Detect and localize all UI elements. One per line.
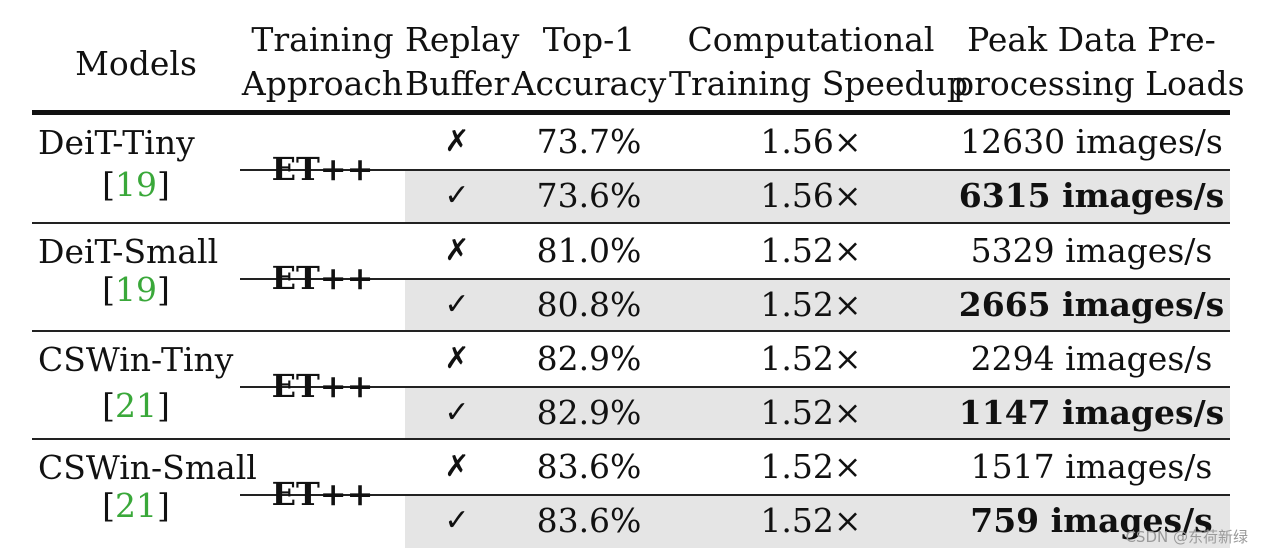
table-row: ✗ 82.9% 1.52× 2294 images/s: [405, 332, 1230, 386]
header-models: Models: [32, 18, 240, 110]
table-row: ✓ 82.9% 1.52× 1147 images/s: [405, 386, 1230, 440]
group-cswin-tiny: CSWin-Tiny [21] ET++ ✗ 82.9% 1.52× 2294 …: [32, 332, 1230, 440]
header-loads-line1: Peak Data Pre-: [967, 20, 1216, 59]
replay-buffer-cross: ✗: [444, 341, 470, 376]
row-shading: [405, 279, 1230, 332]
group-deit-tiny: DeiT-Tiny [19] ET++ ✗ 73.7% 1.56× 12630 …: [32, 115, 1230, 223]
loads-cell: 2665 images/s: [958, 285, 1225, 324]
row-shading: [405, 170, 1230, 223]
model-citation: [19]: [102, 165, 170, 204]
watermark: CSDN @东荷新绿: [1125, 528, 1248, 546]
row-divider: [240, 278, 1230, 280]
speedup-cell: 1.52×: [760, 231, 862, 270]
model-citation: [19]: [102, 270, 170, 309]
speedup-cell: 1.52×: [760, 393, 862, 432]
accuracy-cell: 81.0%: [536, 231, 642, 270]
accuracy-cell: 83.6%: [536, 501, 642, 540]
header-approach: Training Approach: [240, 18, 405, 110]
speedup-cell: 1.52×: [760, 447, 862, 486]
loads-cell: 5329 images/s: [970, 231, 1213, 270]
header-loads: Peak Data Pre- processing Loads: [953, 18, 1245, 110]
replay-buffer-cross: ✗: [444, 233, 470, 268]
loads-cell: 1517 images/s: [970, 447, 1213, 486]
accuracy-cell: 73.7%: [536, 122, 642, 161]
accuracy-cell: 82.9%: [536, 393, 642, 432]
row-shading: [405, 495, 1230, 548]
replay-buffer-cross: ✗: [444, 124, 470, 159]
model-cell: DeiT-Small [19]: [32, 224, 240, 332]
header-speedup-line1: Computational: [687, 20, 935, 59]
replay-buffer-check: ✓: [444, 178, 470, 213]
speedup-cell: 1.52×: [760, 501, 862, 540]
model-citation: [21]: [102, 386, 170, 425]
training-approach: ET++: [271, 259, 374, 297]
results-table: Models Training Approach Replay Buffer T…: [32, 0, 1245, 553]
group-divider: [32, 222, 1230, 224]
table-row: ✓ 73.6% 1.56× 6315 images/s: [405, 169, 1230, 223]
row-divider: [240, 386, 1230, 388]
header-loads-line2: processing Loads: [953, 64, 1245, 103]
replay-buffer-check: ✓: [444, 395, 470, 430]
header-buffer-line2: Buffer: [405, 64, 510, 103]
speedup-cell: 1.52×: [760, 339, 862, 378]
header-accuracy-line1: Top-1: [542, 20, 636, 59]
replay-buffer-check: ✓: [444, 287, 470, 322]
model-name: DeiT-Tiny: [38, 123, 195, 162]
replay-buffer-check: ✓: [444, 503, 470, 538]
model-name: CSWin-Tiny: [38, 340, 234, 379]
table-row: ✗ 81.0% 1.52× 5329 images/s: [405, 224, 1230, 278]
training-approach: ET++: [271, 367, 374, 405]
accuracy-cell: 82.9%: [536, 339, 642, 378]
table-row: ✓ 80.8% 1.52× 2665 images/s: [405, 278, 1230, 332]
group-deit-small: DeiT-Small [19] ET++ ✗ 81.0% 1.52× 5329 …: [32, 224, 1230, 332]
model-cell: CSWin-Tiny [21]: [32, 332, 240, 440]
table-row: ✗ 83.6% 1.52× 1517 images/s: [405, 440, 1230, 494]
speedup-cell: 1.52×: [760, 285, 862, 324]
loads-cell: 6315 images/s: [958, 176, 1225, 215]
model-cell: DeiT-Tiny [19]: [32, 115, 240, 223]
loads-cell: 1147 images/s: [958, 393, 1225, 432]
speedup-cell: 1.56×: [760, 176, 862, 215]
header-approach-line1: Training: [251, 20, 394, 59]
group-cswin-small: CSWin-Small [21] ET++ ✗ 83.6% 1.52× 1517…: [32, 440, 1230, 548]
header-accuracy: Top-1 Accuracy: [509, 18, 669, 110]
header-approach-line2: Approach: [241, 64, 404, 103]
header-buffer: Replay Buffer: [405, 18, 520, 110]
header-rule: [32, 110, 1230, 115]
speedup-cell: 1.56×: [760, 122, 862, 161]
training-approach: ET++: [271, 475, 374, 513]
header-speedup-line2: Training Speedup: [669, 64, 968, 103]
row-shading: [405, 387, 1230, 440]
group-divider: [32, 330, 1230, 332]
loads-cell: 12630 images/s: [960, 122, 1223, 161]
header-buffer-line1: Replay: [405, 20, 520, 59]
citation-link[interactable]: 21: [115, 386, 157, 425]
citation-link[interactable]: 21: [115, 486, 157, 525]
accuracy-cell: 80.8%: [536, 285, 642, 324]
replay-buffer-cross: ✗: [444, 449, 470, 484]
row-divider: [240, 169, 1230, 171]
model-name: CSWin-Small: [38, 448, 257, 487]
row-divider: [240, 494, 1230, 496]
header-accuracy-line2: Accuracy: [511, 64, 667, 103]
loads-cell: 759 images/s: [970, 501, 1213, 540]
header-models-label: Models: [75, 44, 197, 83]
model-name: DeiT-Small: [38, 232, 219, 271]
group-divider: [32, 438, 1230, 440]
table-row: ✗ 73.7% 1.56× 12630 images/s: [405, 115, 1230, 169]
model-citation: [21]: [102, 486, 170, 525]
citation-link[interactable]: 19: [115, 165, 157, 204]
header-speedup: Computational Training Speedup: [669, 18, 968, 110]
training-approach: ET++: [271, 150, 374, 188]
citation-link[interactable]: 19: [115, 270, 157, 309]
accuracy-cell: 83.6%: [536, 447, 642, 486]
accuracy-cell: 73.6%: [536, 176, 642, 215]
loads-cell: 2294 images/s: [970, 339, 1213, 378]
model-cell: CSWin-Small [21]: [32, 440, 257, 548]
table-row: ✓ 83.6% 1.52× 759 images/s: [405, 494, 1230, 548]
